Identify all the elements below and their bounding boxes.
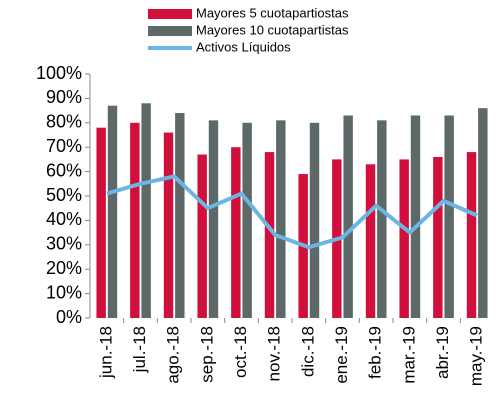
legend-label: Mayores 10 cuotapartistas xyxy=(196,22,349,37)
x-tick-label: jun.-18 xyxy=(96,326,115,379)
bar xyxy=(141,103,151,318)
bar xyxy=(410,115,421,318)
bar xyxy=(466,152,477,318)
legend-label: Mayores 5 cuotapartiostas xyxy=(196,5,349,20)
x-tick-label: ene.-19 xyxy=(332,326,351,384)
y-tick-label: 20% xyxy=(46,258,82,278)
x-tick-label: dic.-18 xyxy=(298,326,317,377)
y-tick-label: 0% xyxy=(56,307,82,327)
x-tick-label: may.-19 xyxy=(467,326,486,386)
x-tick-label: jul.-18 xyxy=(130,326,149,373)
y-tick-label: 50% xyxy=(46,185,82,205)
bar xyxy=(276,120,286,318)
bar xyxy=(264,152,275,318)
bar xyxy=(231,147,241,318)
x-tick-label: oct.-18 xyxy=(231,326,250,378)
x-tick-label: ago.-18 xyxy=(164,326,183,384)
bar xyxy=(242,122,252,318)
y-tick-label: 80% xyxy=(46,112,82,132)
bar xyxy=(208,120,219,318)
y-tick-label: 90% xyxy=(46,87,82,107)
bar xyxy=(433,156,443,318)
bar xyxy=(163,132,174,318)
x-tick-label: sep.-18 xyxy=(197,326,216,383)
bar xyxy=(309,122,320,318)
bar xyxy=(197,154,207,318)
y-tick-label: 30% xyxy=(46,234,82,254)
bar xyxy=(444,115,454,318)
y-tick-label: 100% xyxy=(36,63,82,83)
x-tick-label: abr.-19 xyxy=(433,326,452,379)
legend-swatch xyxy=(148,9,192,19)
x-tick-label: mar.-19 xyxy=(399,326,418,384)
y-tick-label: 40% xyxy=(46,209,82,229)
legend-swatch xyxy=(148,26,192,36)
bar xyxy=(107,105,118,318)
bar xyxy=(399,159,409,318)
x-tick-label: feb.-19 xyxy=(366,326,385,379)
y-tick-label: 10% xyxy=(46,282,82,302)
bar xyxy=(478,108,488,318)
y-tick-label: 70% xyxy=(46,136,82,156)
bar xyxy=(130,122,140,318)
bar xyxy=(365,164,376,318)
bar xyxy=(175,113,185,318)
bar xyxy=(343,115,353,318)
bar xyxy=(96,127,106,319)
y-tick-label: 60% xyxy=(46,160,82,180)
line xyxy=(106,174,478,250)
x-tick-label: nov.-18 xyxy=(265,326,284,381)
bar xyxy=(377,120,387,318)
legend-label: Activos Líquidos xyxy=(196,39,291,54)
